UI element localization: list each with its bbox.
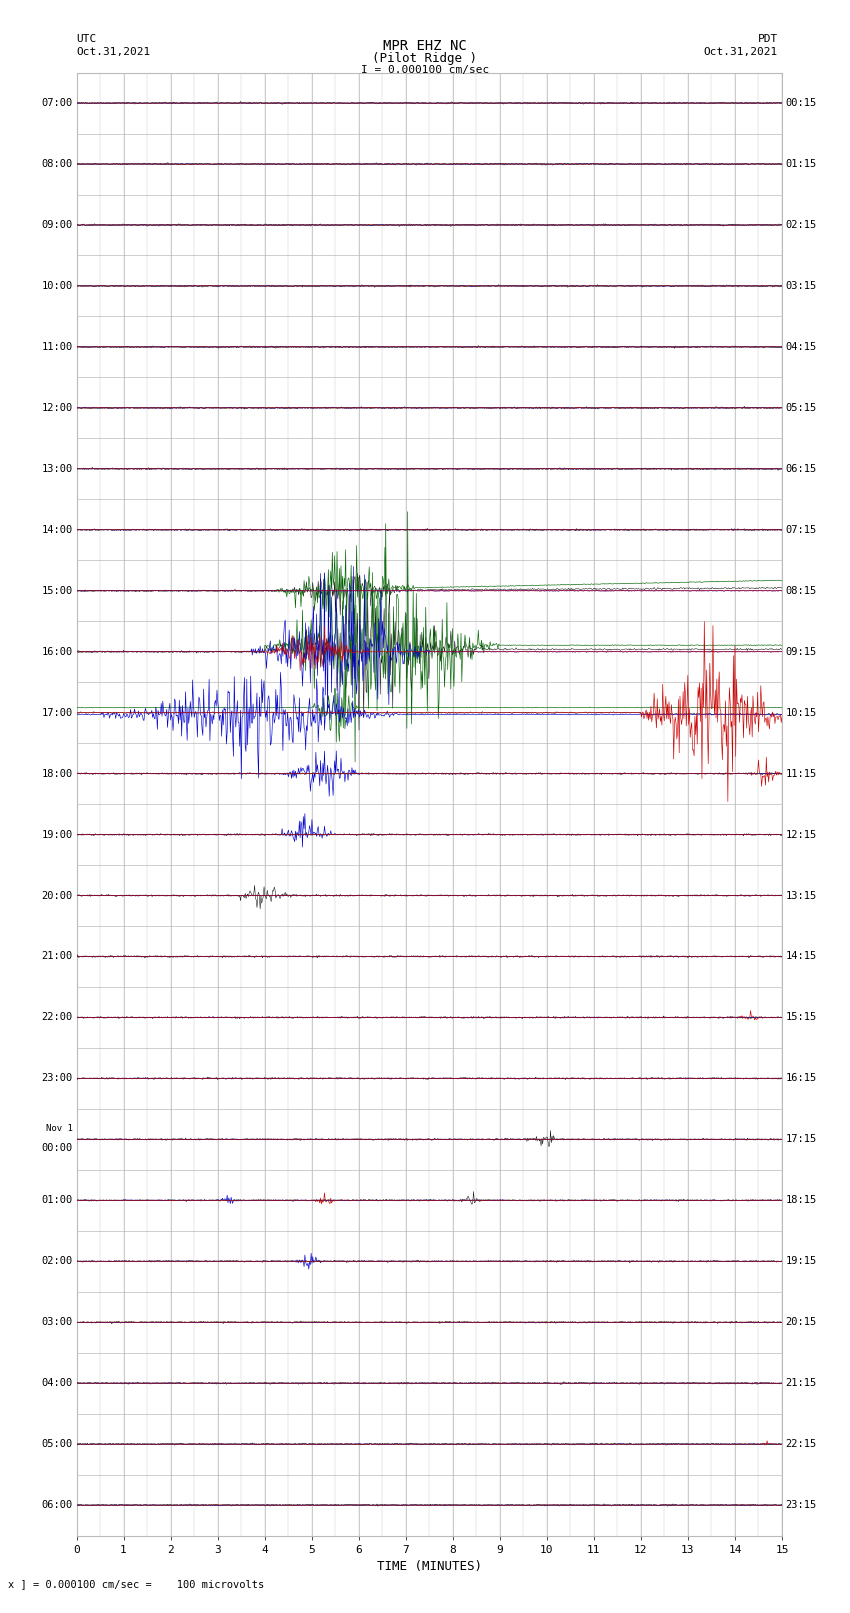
X-axis label: TIME (MINUTES): TIME (MINUTES) <box>377 1560 482 1573</box>
Text: MPR EHZ NC: MPR EHZ NC <box>383 39 467 53</box>
Text: 23:00: 23:00 <box>42 1073 73 1084</box>
Text: PDT: PDT <box>757 34 778 44</box>
Text: 03:00: 03:00 <box>42 1318 73 1327</box>
Text: 09:00: 09:00 <box>42 219 73 231</box>
Text: Oct.31,2021: Oct.31,2021 <box>704 47 778 56</box>
Text: 16:15: 16:15 <box>785 1073 817 1084</box>
Text: 10:00: 10:00 <box>42 281 73 290</box>
Text: 17:00: 17:00 <box>42 708 73 718</box>
Text: 06:15: 06:15 <box>785 465 817 474</box>
Text: 18:15: 18:15 <box>785 1195 817 1205</box>
Text: 07:15: 07:15 <box>785 524 817 536</box>
Text: Nov 1: Nov 1 <box>46 1124 73 1132</box>
Text: UTC: UTC <box>76 34 97 44</box>
Text: 19:00: 19:00 <box>42 829 73 839</box>
Text: 13:15: 13:15 <box>785 890 817 900</box>
Text: 12:00: 12:00 <box>42 403 73 413</box>
Text: 22:00: 22:00 <box>42 1013 73 1023</box>
Text: 08:00: 08:00 <box>42 160 73 169</box>
Text: 21:15: 21:15 <box>785 1378 817 1389</box>
Text: 13:00: 13:00 <box>42 465 73 474</box>
Text: 11:00: 11:00 <box>42 342 73 352</box>
Text: 03:15: 03:15 <box>785 281 817 290</box>
Text: 01:15: 01:15 <box>785 160 817 169</box>
Text: (Pilot Ridge ): (Pilot Ridge ) <box>372 52 478 65</box>
Text: 20:15: 20:15 <box>785 1318 817 1327</box>
Text: 23:15: 23:15 <box>785 1500 817 1510</box>
Text: 02:15: 02:15 <box>785 219 817 231</box>
Text: 10:15: 10:15 <box>785 708 817 718</box>
Text: 07:00: 07:00 <box>42 98 73 108</box>
Text: 00:15: 00:15 <box>785 98 817 108</box>
Text: 16:00: 16:00 <box>42 647 73 656</box>
Text: 19:15: 19:15 <box>785 1257 817 1266</box>
Text: 11:15: 11:15 <box>785 769 817 779</box>
Text: 14:15: 14:15 <box>785 952 817 961</box>
Text: 08:15: 08:15 <box>785 586 817 595</box>
Text: 05:00: 05:00 <box>42 1439 73 1448</box>
Text: 00:00: 00:00 <box>42 1144 73 1153</box>
Text: 09:15: 09:15 <box>785 647 817 656</box>
Text: Oct.31,2021: Oct.31,2021 <box>76 47 150 56</box>
Text: 20:00: 20:00 <box>42 890 73 900</box>
Text: 22:15: 22:15 <box>785 1439 817 1448</box>
Text: I = 0.000100 cm/sec: I = 0.000100 cm/sec <box>361 65 489 74</box>
Text: 04:15: 04:15 <box>785 342 817 352</box>
Text: 17:15: 17:15 <box>785 1134 817 1144</box>
Text: 12:15: 12:15 <box>785 829 817 839</box>
Text: 05:15: 05:15 <box>785 403 817 413</box>
Text: 02:00: 02:00 <box>42 1257 73 1266</box>
Text: 06:00: 06:00 <box>42 1500 73 1510</box>
Text: 15:15: 15:15 <box>785 1013 817 1023</box>
Text: 15:00: 15:00 <box>42 586 73 595</box>
Text: 21:00: 21:00 <box>42 952 73 961</box>
Text: 04:00: 04:00 <box>42 1378 73 1389</box>
Text: x ] = 0.000100 cm/sec =    100 microvolts: x ] = 0.000100 cm/sec = 100 microvolts <box>8 1579 264 1589</box>
Text: 14:00: 14:00 <box>42 524 73 536</box>
Text: 01:00: 01:00 <box>42 1195 73 1205</box>
Text: 18:00: 18:00 <box>42 769 73 779</box>
